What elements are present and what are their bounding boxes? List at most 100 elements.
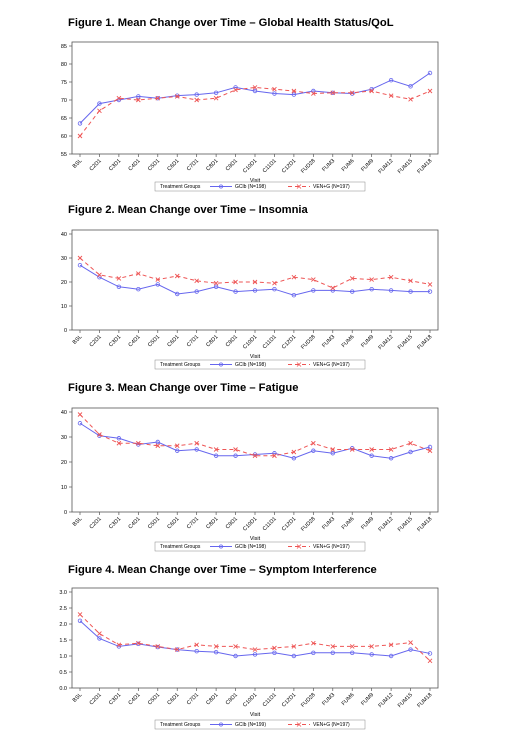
data-point — [330, 90, 336, 96]
x-axis-label: Visit — [250, 178, 261, 184]
series-2 — [77, 255, 433, 291]
legend-marker-1 — [219, 722, 223, 727]
legend: Treatment Groups GClb (N=199) VEN+G (N=197… — [154, 719, 366, 730]
data-point — [388, 447, 394, 452]
series-line — [79, 86, 431, 137]
data-point — [136, 640, 141, 646]
data-point — [252, 279, 258, 285]
series-2 — [77, 85, 433, 139]
series-line — [79, 264, 430, 296]
data-point — [291, 92, 297, 97]
data-point — [136, 271, 141, 276]
data-point — [194, 97, 199, 103]
x-tick-label: FUM15 — [397, 158, 414, 175]
data-point — [350, 650, 355, 655]
x-tick-label: C12D1 — [281, 692, 297, 708]
data-point — [155, 443, 161, 449]
plot-frame — [71, 229, 439, 331]
data-point — [291, 644, 297, 649]
data-point — [272, 286, 277, 292]
data-point — [136, 94, 141, 99]
x-tick-label: FUM15 — [397, 692, 414, 709]
x-tick-label: FUM18 — [416, 692, 433, 709]
data-point — [136, 440, 141, 446]
data-point — [388, 274, 394, 280]
x-tick-label: BSL — [72, 334, 84, 346]
x-tick-label: C10D1 — [242, 158, 258, 174]
x-tick-label: FUM9 — [360, 516, 375, 531]
x-tick-label: C5D1 — [147, 158, 161, 172]
x-tick-label: FUM3 — [321, 334, 336, 349]
x-tick-label: C6D1 — [166, 158, 180, 172]
data-point — [77, 412, 83, 417]
y-tick-label: 40 — [61, 232, 67, 238]
legend-title: Treatment Groups — [160, 722, 201, 728]
data-point — [427, 282, 433, 287]
data-point — [252, 88, 258, 94]
data-point — [427, 444, 433, 450]
data-point — [116, 284, 122, 289]
x-tick-label: C4D1 — [128, 334, 142, 348]
series-2 — [77, 612, 433, 664]
legend-label-2: VEN+G (N=197) — [313, 362, 350, 368]
x-tick-label: C3D1 — [108, 158, 122, 172]
data-point — [233, 87, 238, 93]
data-point — [155, 439, 160, 445]
legend-label-2: VEN+G (N=197) — [313, 722, 350, 728]
data-point — [388, 78, 394, 83]
legend-marker-1 — [219, 362, 223, 367]
data-point — [233, 653, 238, 659]
data-point — [311, 277, 316, 282]
data-point — [116, 440, 122, 446]
data-point — [116, 436, 122, 441]
x-tick-label: FUD28 — [300, 158, 317, 175]
x-tick-label: BSL — [72, 516, 84, 528]
x-tick-label: BSL — [72, 692, 84, 704]
data-point — [311, 88, 316, 94]
data-point — [155, 282, 160, 287]
data-point — [77, 255, 83, 261]
data-point — [233, 447, 238, 452]
series-line — [79, 422, 431, 459]
y-tick-label: 0.5 — [59, 670, 67, 676]
data-point — [427, 70, 433, 76]
data-point — [388, 653, 394, 659]
data-point — [116, 95, 122, 101]
data-point — [408, 278, 413, 284]
data-point — [194, 92, 199, 97]
data-point — [194, 447, 199, 452]
data-point — [175, 291, 180, 297]
x-tick-label: FUM3 — [321, 158, 336, 173]
data-point — [77, 263, 83, 268]
x-tick-label: C7D1 — [186, 158, 200, 172]
x-tick-label: FUM18 — [416, 516, 433, 533]
data-point — [233, 453, 238, 458]
x-tick-label: C8D1 — [205, 158, 219, 172]
data-point — [369, 447, 374, 452]
legend-marker-2 — [296, 544, 302, 549]
data-point — [369, 453, 374, 458]
series-1 — [77, 263, 433, 298]
legend-marker-2 — [296, 362, 302, 367]
data-point — [369, 286, 374, 292]
x-tick-label: C10D1 — [242, 334, 258, 350]
legend-label-1: GClb (N=198) — [235, 184, 266, 190]
data-point — [175, 448, 180, 453]
x-tick-label: C4D1 — [128, 516, 142, 530]
x-tick-label: C9D1 — [225, 516, 239, 530]
data-point — [272, 86, 277, 92]
data-point — [77, 121, 83, 126]
data-point — [272, 91, 277, 96]
x-tick-label: C11D1 — [262, 334, 278, 350]
y-tick-label: 10 — [61, 304, 67, 310]
data-point — [252, 453, 258, 459]
plot-frame — [71, 587, 439, 689]
x-tick-label: FUD28 — [300, 692, 317, 709]
series-line — [79, 614, 431, 662]
y-tick-label: 2.5 — [59, 606, 67, 612]
data-point — [213, 453, 219, 458]
data-point — [174, 94, 180, 99]
series-line — [79, 72, 431, 124]
x-tick-label: C11D1 — [262, 516, 278, 532]
